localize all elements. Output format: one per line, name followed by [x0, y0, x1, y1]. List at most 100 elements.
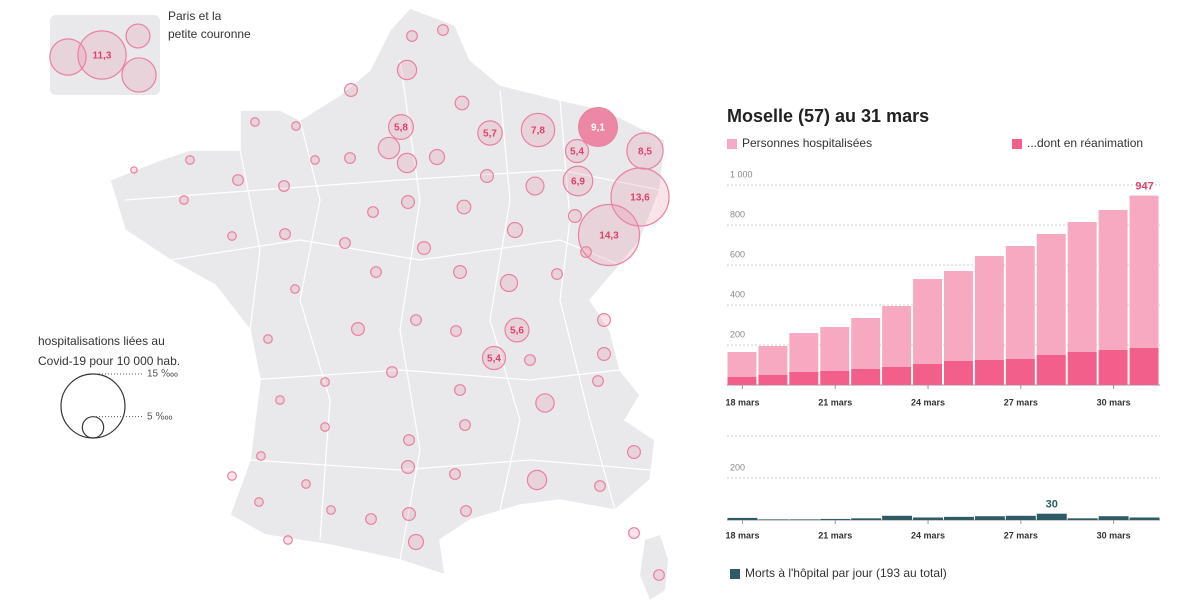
- bubble-label: 13,6: [630, 193, 650, 204]
- legend-swatch: [730, 569, 740, 579]
- bubble: [339, 237, 351, 249]
- bubble-label: 5,8: [394, 123, 408, 134]
- bubble: [344, 152, 356, 164]
- bar: [1129, 348, 1159, 385]
- bubble: [626, 132, 664, 170]
- bubble: [580, 246, 592, 258]
- bubble: [283, 535, 293, 545]
- bubble: [551, 268, 563, 280]
- bubble: [351, 322, 366, 337]
- bar: [758, 519, 789, 520]
- bubble: [125, 23, 151, 49]
- bubble: [121, 57, 157, 93]
- bubble: [401, 195, 416, 210]
- x-tick-label: 27 mars: [1004, 397, 1038, 407]
- x-tick-label: 21 mars: [818, 530, 852, 540]
- bubble: [130, 166, 138, 174]
- legend-label: Morts à l'hôpital par jour (193 au total…: [745, 566, 947, 580]
- legend-title: hospitalisations liées au Covid-19 pour …: [38, 334, 180, 368]
- bubble: [499, 273, 519, 293]
- y-tick-label: 1 000: [730, 169, 753, 179]
- bubble: [437, 24, 449, 36]
- chart-title: Moselle (57) au 31 mars: [727, 106, 929, 126]
- legend-swatch: [1012, 139, 1022, 149]
- bubble-label: 6,9: [571, 177, 585, 188]
- y-tick-label: 200: [730, 329, 745, 339]
- bar: [974, 360, 1004, 385]
- bubble: [449, 468, 461, 480]
- bubble-label: 8,5: [638, 147, 652, 158]
- bubble-label: 5,6: [510, 326, 524, 337]
- bubble: [577, 106, 619, 148]
- bubble: [526, 469, 548, 491]
- bubble: [596, 347, 611, 362]
- legend-label: ...dont en réanimation: [1027, 136, 1143, 150]
- x-tick-label: 21 mars: [818, 397, 852, 407]
- bar: [913, 517, 943, 520]
- bubble: [388, 114, 414, 140]
- bar: [944, 361, 973, 385]
- bubble-label: 7,8: [531, 126, 545, 137]
- bar: [1005, 359, 1035, 385]
- bar: [789, 372, 819, 385]
- bubble: [320, 422, 330, 432]
- bubble-label: 5,4: [487, 354, 501, 365]
- bubble: [310, 155, 320, 165]
- x-tick-label: 30 mars: [1097, 397, 1131, 407]
- bubble: [481, 345, 507, 371]
- bubble: [596, 313, 611, 328]
- y-tick-label: 400: [730, 289, 745, 299]
- bar: [1005, 515, 1036, 520]
- bubble-label: 9,1: [591, 123, 605, 134]
- bubble: [567, 209, 582, 224]
- bar: [944, 516, 974, 520]
- bubble: [456, 199, 472, 215]
- bar: [1098, 516, 1129, 520]
- bubble: [254, 497, 264, 507]
- bubble: [535, 393, 555, 413]
- x-tick-label: 27 mars: [1004, 530, 1038, 540]
- value-label: 947: [1135, 181, 1153, 193]
- bubble: [403, 434, 415, 446]
- bubble: [377, 136, 401, 160]
- bar: [851, 369, 881, 385]
- value-label: 30: [1046, 499, 1058, 511]
- y-tick-label: 200: [730, 462, 745, 472]
- bubble: [370, 266, 382, 278]
- bubble: [386, 366, 398, 378]
- bubble: [401, 460, 416, 475]
- bar: [727, 377, 757, 385]
- bubble-label: 14,3: [599, 231, 619, 242]
- x-tick-label: 30 mars: [1097, 530, 1131, 540]
- bubble: [256, 451, 266, 461]
- bubble: [406, 30, 418, 42]
- bubble: [524, 354, 536, 366]
- bar: [758, 375, 788, 385]
- bar: [820, 371, 850, 385]
- bubble: [320, 377, 330, 387]
- bubble: [232, 174, 244, 186]
- bubble: [410, 314, 422, 326]
- bar: [727, 517, 758, 520]
- bubble: [396, 152, 418, 174]
- bubble-label: 5,7: [483, 129, 497, 140]
- bubble: [407, 533, 425, 551]
- bubble: [628, 527, 640, 539]
- bubble: [610, 167, 670, 227]
- bubble: [367, 206, 379, 218]
- paris-inset: [50, 15, 160, 95]
- bubble: [250, 117, 260, 127]
- bubble: [480, 169, 495, 184]
- bar: [882, 367, 912, 385]
- bubble: [653, 569, 665, 581]
- bar: [1036, 513, 1067, 520]
- legend-size-label: 5 ‱: [147, 411, 173, 422]
- legend-swatch: [727, 139, 737, 149]
- bar: [1036, 355, 1066, 385]
- bubble: [453, 265, 468, 280]
- bubble: [504, 317, 530, 343]
- france-map: [109, 7, 666, 577]
- bubble: [460, 505, 472, 517]
- bar: [974, 516, 1005, 520]
